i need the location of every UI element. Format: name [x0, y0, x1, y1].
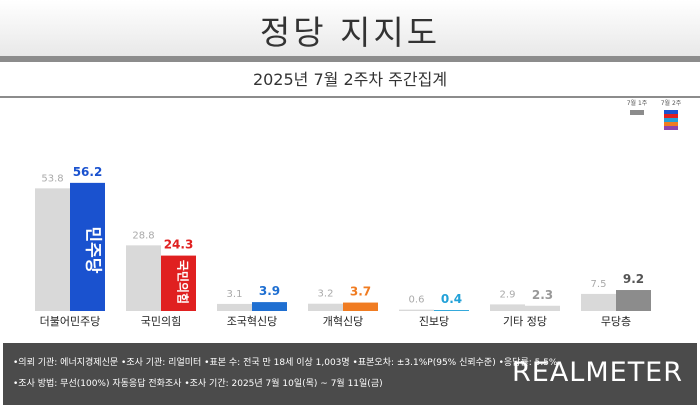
value-label-curr-reform: 3.7 — [350, 285, 371, 299]
brand-logo: REALMETER — [512, 357, 683, 388]
header: 정당 지지도 — [0, 0, 700, 62]
value-label-prev-reform: 3.2 — [318, 289, 334, 300]
value-label-curr-independent: 9.2 — [623, 272, 644, 286]
survey-note-2: •조사 방법: 무선(100%) 자동응답 전화조사 •조사 기간: 2025년… — [13, 379, 383, 389]
bar-prev-progressive — [399, 309, 434, 311]
legend-swatch-stripe — [664, 114, 678, 118]
bar-prev-independent — [581, 293, 616, 311]
x-label-reform: 개혁신당 — [323, 315, 363, 328]
ppp-party-logo: 국민의힘 — [176, 260, 191, 304]
bar-prev-other — [490, 304, 525, 311]
subtitle-divider — [0, 96, 700, 98]
value-label-prev-progressive: 0.6 — [409, 295, 425, 306]
bar-curr-ppp — [161, 255, 196, 311]
value-label-prev-independent: 7.5 — [591, 279, 607, 290]
democratic-party-logo: 민주당 — [83, 227, 103, 274]
value-label-curr-other: 2.3 — [532, 288, 553, 302]
value-label-curr-rebuilding: 3.9 — [259, 284, 280, 298]
bar-curr-rebuilding — [252, 302, 287, 311]
value-label-prev-rebuilding: 3.1 — [227, 289, 243, 300]
x-label-democratic: 더불어민주당 — [40, 315, 101, 328]
bar-prev-reform — [308, 303, 343, 311]
value-label-prev-democratic: 53.8 — [41, 173, 63, 184]
chart-subtitle: 2025년 7월 2주차 주간집계 — [252, 70, 448, 89]
bar-curr-progressive — [434, 310, 469, 311]
value-label-prev-ppp: 28.8 — [132, 230, 154, 241]
x-axis-labels: 더불어민주당 국민의힘 조국혁신당 개혁신당 진보당 기타 정당 무당층 — [40, 315, 632, 328]
footer: •의뢰 기관: 에너지경제신문 •조사 기관: 리얼미터 •표본 수: 전국 만… — [3, 343, 697, 405]
bar-prev-rebuilding — [217, 303, 252, 311]
bar-curr-other — [525, 305, 560, 311]
legend-swatch-stripe — [664, 126, 678, 130]
bar-curr-democratic — [70, 182, 105, 311]
legend-swatch-prev — [630, 110, 644, 115]
bar-curr-reform — [343, 302, 378, 311]
legend: 7월 1주 7월 2주 — [627, 99, 682, 130]
x-label-independent: 무당층 — [601, 315, 631, 328]
bar-prev-democratic — [35, 188, 70, 311]
x-label-ppp: 국민의힘 — [141, 315, 181, 328]
value-label-curr-progressive: 0.4 — [441, 292, 462, 306]
ppp-logo-mark — [173, 239, 184, 249]
x-label-rebuilding: 조국혁신당 — [227, 315, 278, 328]
bar-curr-independent — [616, 290, 651, 311]
legend-label-curr: 7월 2주 — [661, 99, 682, 107]
x-label-other: 기타 정당 — [503, 315, 547, 328]
legend-swatch-curr — [664, 110, 678, 130]
chart-title: 정당 지지도 — [259, 13, 441, 52]
value-labels: 53.8 56.2 28.8 24.3 3.1 3.9 3.2 3.7 0.6 0.4 2.9 2.3… — [41, 165, 644, 306]
legend-swatch-stripe — [664, 118, 678, 122]
x-label-progressive: 진보당 — [419, 315, 449, 328]
value-label-curr-democratic: 56.2 — [73, 165, 103, 179]
value-label-prev-other: 2.9 — [500, 289, 516, 300]
legend-swatch-stripe — [664, 122, 678, 126]
legend-swatch-stripe — [664, 110, 678, 114]
survey-note-1: •의뢰 기관: 에너지경제신문 •조사 기관: 리얼미터 •표본 수: 전국 만… — [13, 358, 558, 368]
value-label-curr-ppp: 24.3 — [164, 238, 194, 252]
legend-label-prev: 7월 1주 — [627, 99, 648, 107]
header-divider — [0, 56, 700, 62]
bar-prev-ppp — [126, 245, 161, 311]
